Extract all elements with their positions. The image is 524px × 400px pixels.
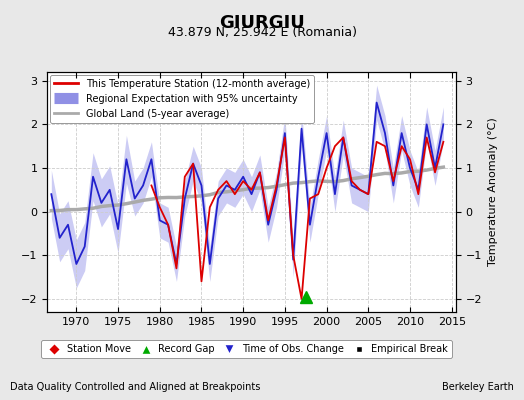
- Legend: This Temperature Station (12-month average), Regional Expectation with 95% uncer: This Temperature Station (12-month avera…: [50, 75, 314, 123]
- Y-axis label: Temperature Anomaly (°C): Temperature Anomaly (°C): [488, 118, 498, 266]
- Text: Berkeley Earth: Berkeley Earth: [442, 382, 514, 392]
- Text: GIURGIU: GIURGIU: [219, 14, 305, 32]
- Text: Data Quality Controlled and Aligned at Breakpoints: Data Quality Controlled and Aligned at B…: [10, 382, 261, 392]
- Text: 43.879 N, 25.942 E (Romania): 43.879 N, 25.942 E (Romania): [168, 26, 356, 39]
- Legend: Station Move, Record Gap, Time of Obs. Change, Empirical Break: Station Move, Record Gap, Time of Obs. C…: [41, 340, 452, 358]
